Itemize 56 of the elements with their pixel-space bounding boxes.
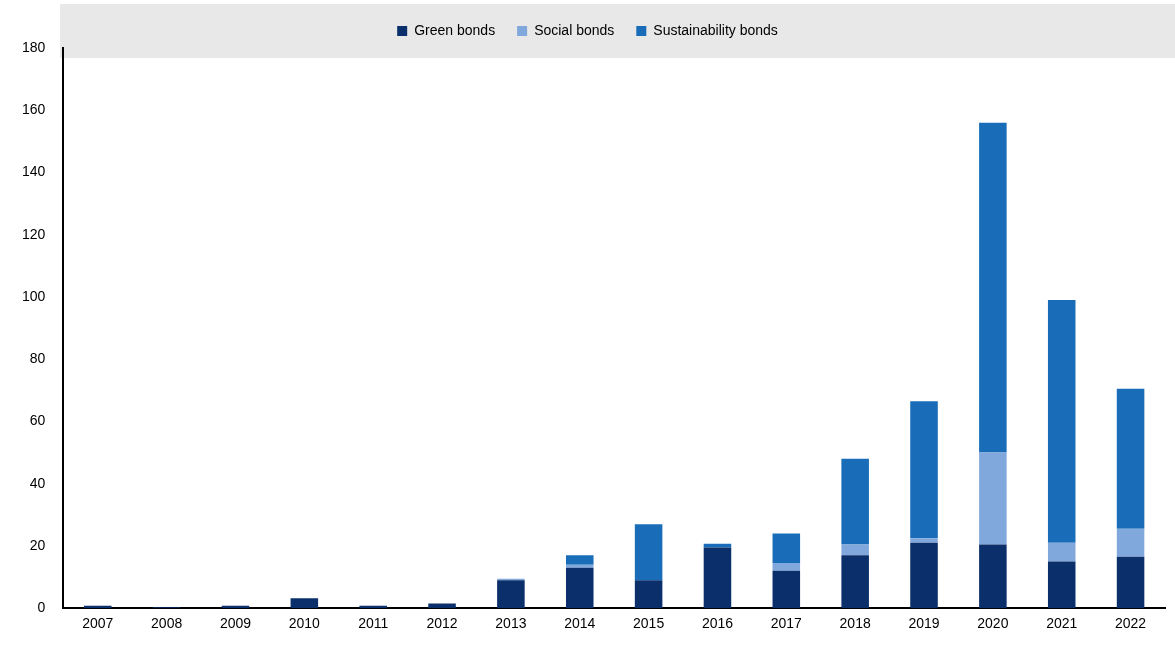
x-tick-label: 2007 xyxy=(82,615,114,632)
x-tick-label: 2022 xyxy=(1115,615,1147,632)
y-tick-label: 0 xyxy=(37,599,46,616)
y-tick-label: 120 xyxy=(22,225,46,242)
x-tick-label: 2012 xyxy=(426,615,458,632)
x-tick-label: 2011 xyxy=(358,615,389,632)
bar xyxy=(910,538,938,543)
x-tick-label: 2014 xyxy=(564,615,596,632)
bar xyxy=(979,122,1007,453)
bar xyxy=(1116,528,1145,557)
x-tick-label: 2008 xyxy=(151,615,183,632)
bar xyxy=(841,555,869,609)
x-tick-label: 2009 xyxy=(219,615,252,632)
bar xyxy=(1116,556,1145,609)
bar xyxy=(910,401,938,539)
bar xyxy=(565,567,594,609)
x-tick-label: 2017 xyxy=(770,615,803,632)
bar xyxy=(497,580,525,609)
bar xyxy=(290,598,319,609)
x-tick-label: 2021 xyxy=(1046,615,1078,632)
bar xyxy=(1047,542,1076,562)
bar xyxy=(1116,388,1145,529)
legend-label: Green bonds xyxy=(414,21,496,38)
x-tick-label: 2015 xyxy=(633,615,665,632)
y-tick-label: 140 xyxy=(22,163,46,180)
x-tick-label: 2010 xyxy=(288,615,321,632)
y-tick-label: 80 xyxy=(29,350,46,367)
y-tick-label: 180 xyxy=(22,38,46,55)
bar xyxy=(979,544,1007,609)
bar xyxy=(565,564,594,568)
bar xyxy=(703,547,732,609)
bar xyxy=(841,458,869,545)
bar xyxy=(979,452,1007,545)
x-tick-label: 2018 xyxy=(839,615,871,632)
x-tick-label: 2016 xyxy=(701,615,734,632)
bar xyxy=(772,563,801,571)
legend-label: Social bonds xyxy=(534,21,615,38)
x-tick-label: 2019 xyxy=(908,615,940,632)
bar xyxy=(1047,561,1076,609)
y-tick-label: 60 xyxy=(29,412,46,429)
y-tick-label: 100 xyxy=(22,287,46,304)
bar xyxy=(772,570,801,609)
bar xyxy=(565,555,594,565)
y-tick-label: 20 xyxy=(29,536,46,553)
legend-label: Sustainability bonds xyxy=(653,21,778,38)
x-tick-label: 2013 xyxy=(495,615,527,632)
x-tick-label: 2020 xyxy=(977,615,1009,632)
bar xyxy=(703,543,732,548)
y-tick-label: 40 xyxy=(29,474,46,491)
bar xyxy=(841,544,869,556)
bar xyxy=(1047,300,1076,543)
bar xyxy=(772,533,801,564)
bar xyxy=(634,524,663,581)
y-tick-label: 160 xyxy=(22,101,46,118)
bar xyxy=(634,580,663,609)
bar xyxy=(910,542,938,609)
